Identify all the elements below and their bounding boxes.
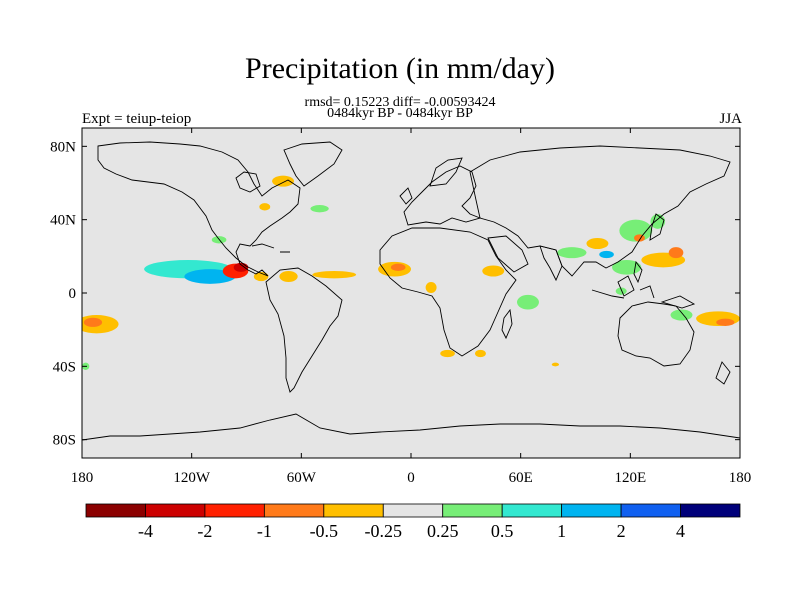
anomaly-patch bbox=[517, 294, 539, 310]
coast-antarctica bbox=[82, 413, 740, 441]
x-tick-label: 120E bbox=[614, 470, 646, 486]
anomaly-patch bbox=[310, 205, 329, 213]
coast-hudson-bay bbox=[235, 171, 261, 193]
coast-uk bbox=[399, 187, 413, 205]
colorbar-label: 0.5 bbox=[491, 521, 514, 541]
anomaly-patch bbox=[259, 203, 271, 211]
anomaly-patch bbox=[670, 309, 693, 321]
coast-asia bbox=[469, 145, 731, 277]
anomaly-patch bbox=[668, 247, 684, 259]
x-tick-label: 0 bbox=[407, 470, 415, 486]
colorbar-swatch bbox=[323, 503, 384, 518]
x-tick-label: 120W bbox=[173, 470, 211, 486]
coast-scandinavia bbox=[429, 157, 463, 187]
season-label: JJA bbox=[719, 111, 742, 127]
colorbar-label: 1 bbox=[557, 521, 566, 541]
colorbar-swatch bbox=[442, 503, 503, 518]
x-tick-label: 60W bbox=[287, 470, 317, 486]
anomaly-patch bbox=[440, 349, 455, 358]
anomaly-patch bbox=[612, 260, 642, 275]
anomaly-patch bbox=[557, 247, 587, 259]
colorbar-swatch bbox=[145, 503, 206, 518]
colorbar: -4 -2 -1 -0.5 -0.25 0.25 0.5 1 2 4 bbox=[85, 503, 741, 541]
colorbar-swatch bbox=[85, 503, 146, 518]
coast-new-zealand bbox=[715, 361, 731, 385]
y-tick-label: 80S bbox=[53, 433, 76, 449]
anomaly-patch bbox=[253, 271, 269, 282]
anomaly-patch bbox=[83, 317, 103, 327]
colorbar-label: 2 bbox=[617, 521, 626, 541]
anomaly-patch bbox=[272, 175, 295, 187]
anomaly-patch bbox=[615, 287, 627, 295]
colorbar-swatch bbox=[382, 503, 444, 518]
chart-subtitle: 0484kyr BP - 0484kyr BP bbox=[327, 106, 473, 121]
x-tick-label: 180 bbox=[729, 470, 752, 486]
colorbar-swatch bbox=[501, 503, 563, 518]
anomaly-patch bbox=[650, 214, 666, 229]
anomaly-patch bbox=[279, 271, 298, 282]
colorbar-label: 0.25 bbox=[427, 521, 459, 541]
colorbar-label: 4 bbox=[676, 521, 685, 541]
anomaly-patch bbox=[425, 282, 437, 293]
y-tick-label: 40S bbox=[53, 359, 76, 375]
colorbar-label: -1 bbox=[257, 521, 272, 541]
coast-arabia bbox=[487, 235, 529, 273]
anomaly-patch bbox=[551, 362, 560, 367]
y-axis: 80N 40N 0 40S 80S bbox=[50, 139, 740, 449]
anomaly-patch bbox=[482, 265, 505, 277]
colorbar-label: -2 bbox=[197, 521, 212, 541]
coast-australia bbox=[617, 301, 695, 367]
anomaly-patch bbox=[474, 349, 486, 358]
x-tick-label: 180 bbox=[71, 470, 94, 486]
coast-philippines bbox=[633, 260, 643, 284]
y-tick-label: 80N bbox=[50, 139, 76, 155]
coast-europe bbox=[403, 165, 482, 226]
coast-india bbox=[539, 245, 563, 282]
coastlines bbox=[82, 141, 740, 441]
coast-africa bbox=[379, 227, 517, 357]
colorbar-label: -0.25 bbox=[365, 521, 403, 541]
plot-background bbox=[82, 128, 740, 458]
coast-madagascar bbox=[501, 308, 513, 340]
anomaly-patch bbox=[390, 263, 406, 272]
coast-north-america bbox=[97, 141, 301, 277]
coast-south-america bbox=[265, 267, 343, 393]
colorbar-swatch bbox=[561, 503, 622, 518]
anomaly-patch bbox=[716, 318, 735, 327]
y-tick-label: 40N bbox=[50, 213, 76, 229]
colorbar-label: -4 bbox=[138, 521, 153, 541]
chart-title: Precipitation (in mm/day) bbox=[245, 52, 555, 85]
anomaly-patch bbox=[586, 238, 609, 249]
colorbar-swatch bbox=[204, 503, 265, 518]
anomaly-patch bbox=[312, 271, 357, 279]
experiment-label: Expt = teiup-teiop bbox=[82, 111, 192, 127]
colorbar-swatch bbox=[263, 503, 325, 518]
coast-japan bbox=[649, 213, 665, 241]
coast-greenland bbox=[283, 141, 343, 187]
anomaly-layer bbox=[82, 175, 740, 371]
coast-caribbean bbox=[251, 243, 290, 253]
stats-line: rmsd= 0.15223 diff= -0.00593424 bbox=[304, 95, 496, 110]
anomaly-patch bbox=[233, 262, 249, 272]
x-tick-label: 60E bbox=[509, 470, 533, 486]
anomaly-patch bbox=[184, 269, 236, 284]
coast-indonesia bbox=[591, 275, 696, 309]
anomaly-patch bbox=[599, 250, 614, 259]
colorbar-label: -0.5 bbox=[310, 521, 339, 541]
x-axis: 180 120W 60W 0 60E 120E 180 bbox=[71, 128, 752, 486]
colorbar-swatch bbox=[680, 503, 741, 518]
y-tick-label: 0 bbox=[69, 286, 77, 302]
colorbar-swatch bbox=[620, 503, 681, 518]
